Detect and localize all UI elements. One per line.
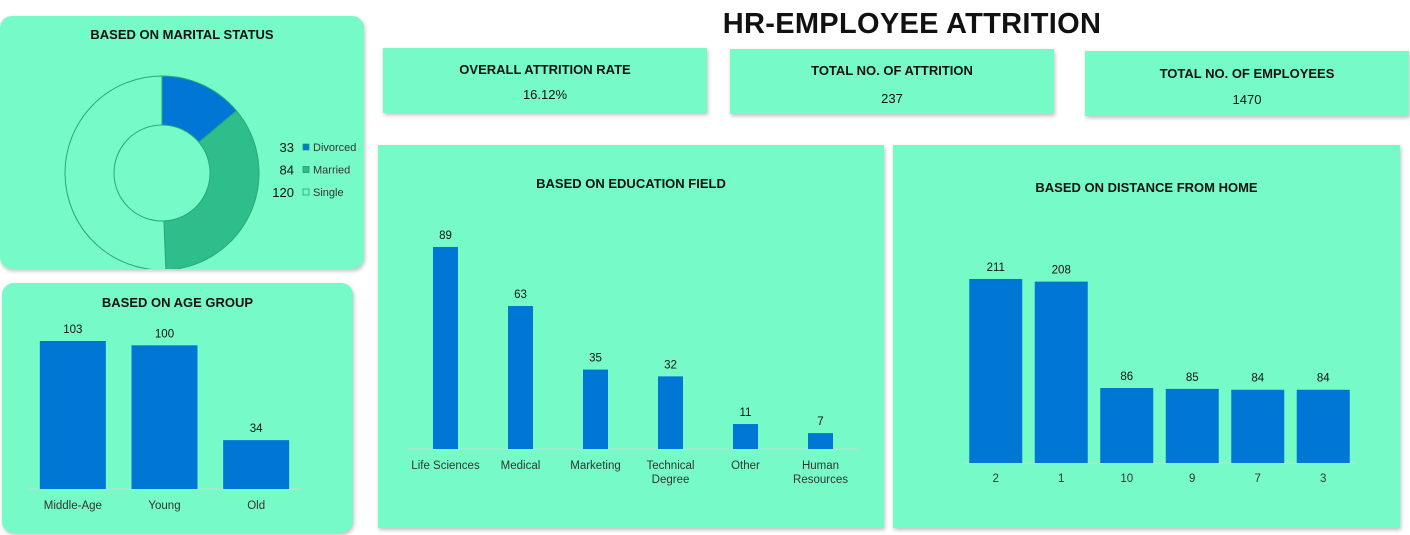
legend-label: Married [313, 165, 350, 177]
tick-label: Old [247, 500, 265, 512]
data-label: 32 [664, 359, 677, 371]
tick-label: 3 [1320, 473, 1326, 485]
tick-label: Resources [793, 474, 848, 486]
tick-label: 10 [1120, 473, 1133, 485]
distance-from-home-bar-chart: 211 2 208 1 86 10 85 9 84 7 84 3 [963, 262, 1356, 485]
data-label: 85 [1186, 372, 1199, 384]
distance-from-home-title: BASED ON DISTANCE FROM HOME [1035, 180, 1258, 195]
bar [131, 345, 198, 489]
age-group-title: BASED ON AGE GROUP [101, 295, 254, 310]
kpi-label: TOTAL NO. OF EMPLOYEES [1159, 66, 1335, 81]
tick-label: Middle-Age [44, 500, 102, 512]
tick-label: Degree [652, 474, 690, 486]
marital-status-card: BASED ON MARITAL STATUS 33 Divorced 84 Marr… [0, 16, 364, 269]
data-label: 7 [817, 416, 823, 428]
kpi-total-attrition: TOTAL NO. OF ATTRITION 237 [730, 49, 1054, 114]
data-label: 100 [155, 328, 174, 340]
distance-from-home-card: BASED ON DISTANCE FROM HOME 211 2 208 1 86 10… [893, 145, 1400, 528]
education-field-bar-chart: 89 Life Sciences 63 Medical 35 Marketing 32 Tec… [408, 230, 858, 486]
education-field-card: BASED ON EDUCATION FIELD 89 Life Sciences… [378, 145, 884, 528]
tick-label: Medical [501, 460, 541, 472]
legend-swatch [302, 188, 310, 196]
donut-slice-married [163, 110, 260, 269]
tick-label: Young [148, 500, 180, 512]
data-label: 103 [63, 324, 82, 336]
data-label: 35 [589, 353, 602, 365]
legend-label: Single [313, 187, 344, 199]
tick-label: 7 [1255, 473, 1261, 485]
bar [733, 424, 758, 449]
age-group-bar-chart: 103 Middle-Age 100 Young 34 Old [27, 324, 302, 512]
tick-label: 9 [1189, 473, 1195, 485]
data-label: 84 [1251, 373, 1264, 385]
tick-label: Life Sciences [411, 460, 480, 472]
bar [808, 433, 833, 449]
kpi-value: 237 [881, 91, 903, 106]
bar [1296, 389, 1350, 463]
kpi-overall-attrition-rate: OVERALL ATTRITION RATE 16.12% [383, 48, 707, 113]
bar [1100, 388, 1154, 463]
bar [1165, 388, 1219, 463]
data-label: 208 [1052, 265, 1071, 277]
bar [1034, 281, 1088, 463]
tick-label: 2 [993, 473, 999, 485]
bar [658, 376, 683, 449]
kpi-label: TOTAL NO. OF ATTRITION [811, 63, 973, 78]
bar [969, 279, 1023, 463]
marital-status-title: BASED ON MARITAL STATUS [90, 27, 274, 42]
kpi-total-employees: TOTAL NO. OF EMPLOYEES 1470 [1085, 51, 1409, 116]
tick-label: Other [731, 460, 760, 472]
legend-label: Divorced [313, 142, 356, 154]
bar [508, 306, 533, 449]
marital-status-donut-chart: 33 Divorced 84 Married 120 Single [64, 75, 356, 269]
education-field-title: BASED ON EDUCATION FIELD [536, 176, 726, 191]
bar [583, 369, 608, 449]
data-label: 34 [250, 423, 263, 435]
legend-swatch [302, 166, 310, 173]
donut-slice-single [64, 75, 167, 269]
legend-value: 84 [280, 163, 294, 178]
data-label: 63 [514, 289, 527, 301]
tick-label: Marketing [570, 460, 621, 472]
tick-label: Technical [647, 460, 695, 472]
data-label: 211 [987, 262, 1005, 274]
page-title: HR-EMPLOYEE ATTRITION [722, 8, 1102, 40]
tick-label: Human [802, 460, 839, 472]
bar [1231, 389, 1285, 463]
bar [39, 341, 106, 489]
tick-label: 1 [1058, 473, 1064, 485]
data-label: 86 [1120, 371, 1133, 383]
data-label: 89 [439, 230, 452, 242]
legend-swatch [302, 143, 310, 151]
data-label: 84 [1317, 373, 1330, 385]
kpi-value: 16.12% [522, 87, 568, 102]
legend-value: 120 [272, 185, 294, 200]
age-group-card: BASED ON AGE GROUP 103 Middle-Age 100 Young… [2, 283, 353, 533]
kpi-label: OVERALL ATTRITION RATE [459, 62, 631, 77]
legend-value: 33 [280, 140, 294, 155]
kpi-value: 1470 [1232, 92, 1262, 107]
data-label: 11 [740, 407, 752, 419]
bar [433, 247, 458, 449]
bar [223, 440, 290, 489]
